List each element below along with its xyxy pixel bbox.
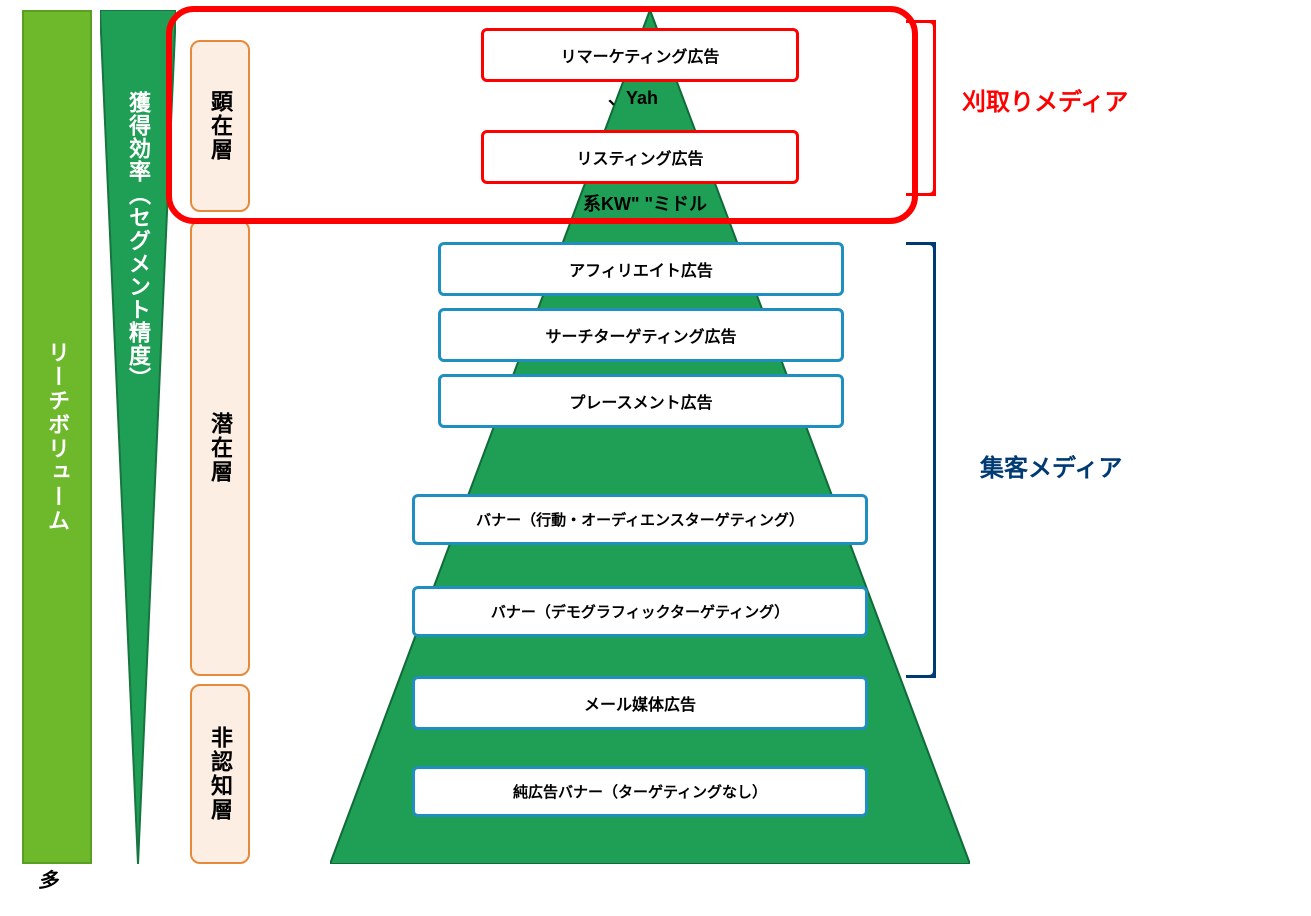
diagram-stage: リーチボリューム 多 獲得効率（セグメント精度） 、Yah系KW" "ミドル 顕… xyxy=(0,0,1311,916)
media-mail: メール媒体広告 xyxy=(412,676,868,730)
efficiency-label: 獲得効率（セグメント精度） xyxy=(100,60,176,420)
media-placement: プレースメント広告 xyxy=(438,374,844,428)
acquire-group-label: 集客メディア xyxy=(980,448,1122,483)
media-banner_behav: バナー（行動・オーディエンスターゲティング） xyxy=(412,494,868,545)
reach-volume-column: リーチボリューム xyxy=(22,10,92,864)
layer-unaware: 非認知層 xyxy=(190,684,250,864)
many-label: 多 xyxy=(38,864,58,893)
harvest-group-box xyxy=(166,6,918,224)
media-affiliate: アフィリエイト広告 xyxy=(438,242,844,296)
media-banner_demo: バナー（デモグラフィックターゲティング） xyxy=(412,586,868,637)
harvest-group-label: 刈取りメディア xyxy=(962,82,1128,117)
layer-latent: 潜在層 xyxy=(190,220,250,676)
media-searchtgt: サーチターゲティング広告 xyxy=(438,308,844,362)
acquire-bracket-icon xyxy=(906,242,936,678)
reach-volume-label: リーチボリューム xyxy=(41,341,73,533)
media-pure: 純広告バナー（ターゲティングなし） xyxy=(412,766,868,817)
harvest-bracket-icon xyxy=(906,20,936,196)
